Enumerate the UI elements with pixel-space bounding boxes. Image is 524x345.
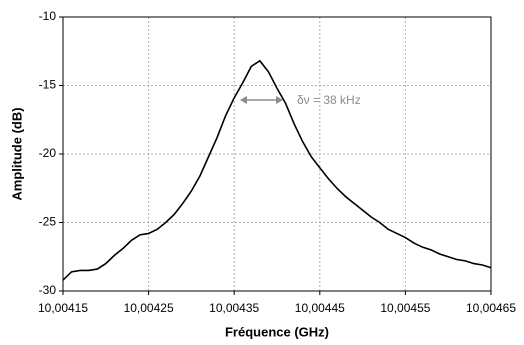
annotation: δν = 38 kHz	[297, 93, 361, 107]
annotation-arrow	[240, 96, 283, 104]
data-line	[62, 59, 492, 281]
x-tick-label: 10,00455	[380, 301, 430, 315]
y-tick-label: -20	[39, 146, 57, 160]
y-tick-label: -25	[39, 215, 57, 229]
y-tick-label: -10	[39, 9, 57, 23]
y-axis-title: Amplitude (dB)	[9, 107, 24, 200]
x-tick-label: 10,00425	[124, 301, 174, 315]
y-tick-label: -15	[39, 78, 57, 92]
x-tick-label: 10,00445	[295, 301, 345, 315]
y-tick-label: -30	[39, 283, 57, 297]
x-axis-title: Fréquence (GHz)	[225, 324, 329, 339]
plot-frame	[62, 16, 492, 292]
x-tick-label: 10,00465	[466, 301, 516, 315]
x-tick-label: 10,00415	[38, 301, 88, 315]
x-tick-label: 10,00435	[209, 301, 259, 315]
